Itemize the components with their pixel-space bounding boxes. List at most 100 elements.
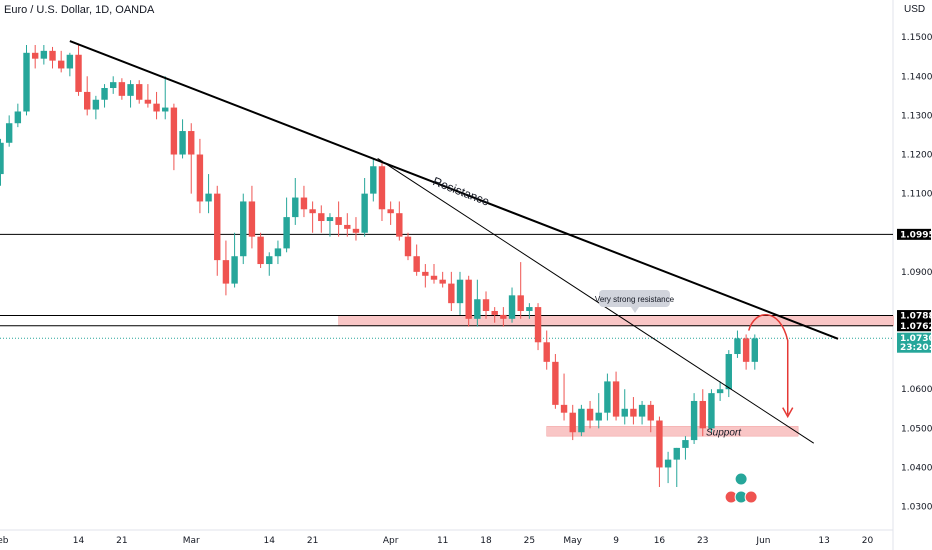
- candle-body[interactable]: [751, 338, 758, 362]
- candle-body[interactable]: [92, 99, 100, 110]
- candle-body[interactable]: [621, 408, 628, 417]
- candle-body[interactable]: [656, 420, 663, 468]
- candle-body[interactable]: [474, 299, 481, 319]
- candle-body[interactable]: [110, 82, 117, 89]
- candle-body[interactable]: [647, 404, 654, 421]
- candle-body[interactable]: [604, 381, 611, 413]
- candle-body[interactable]: [49, 50, 56, 61]
- candle-body[interactable]: [214, 193, 221, 261]
- candle-body[interactable]: [586, 408, 594, 421]
- candle-body[interactable]: [205, 193, 212, 202]
- candle-body[interactable]: [292, 197, 299, 218]
- candle-body[interactable]: [300, 197, 308, 210]
- event-flag-icon[interactable]: [744, 490, 758, 504]
- candle-body[interactable]: [578, 408, 585, 433]
- candle-body[interactable]: [127, 84, 134, 96]
- candle-body[interactable]: [534, 307, 542, 343]
- candle-body[interactable]: [465, 279, 472, 319]
- candle-body[interactable]: [274, 248, 282, 257]
- candle-body[interactable]: [439, 279, 446, 284]
- y-tick-label: 1.11000: [901, 190, 932, 200]
- price-tag-1-bg: [897, 228, 931, 240]
- candle-body[interactable]: [14, 111, 22, 124]
- candle-body[interactable]: [162, 107, 169, 112]
- candle-body[interactable]: [188, 131, 195, 155]
- candle-body[interactable]: [404, 236, 412, 257]
- candle-body[interactable]: [222, 260, 230, 284]
- candle-body[interactable]: [118, 82, 126, 96]
- candle-body[interactable]: [552, 361, 559, 405]
- candle-body[interactable]: [612, 381, 620, 417]
- candle-body[interactable]: [344, 224, 351, 229]
- candle-body[interactable]: [682, 440, 689, 448]
- candle-body[interactable]: [456, 279, 464, 304]
- candle-body[interactable]: [638, 404, 646, 417]
- candle-body[interactable]: [309, 209, 316, 214]
- candle-body[interactable]: [361, 193, 368, 233]
- candle-body[interactable]: [664, 459, 672, 468]
- x-tick-label: Mar: [183, 536, 200, 546]
- candle-body[interactable]: [231, 256, 238, 284]
- inner-trendline[interactable]: [377, 158, 815, 444]
- candle-body[interactable]: [630, 408, 637, 417]
- candle-body[interactable]: [170, 107, 178, 155]
- candle-body[interactable]: [378, 166, 386, 210]
- candle-body[interactable]: [708, 393, 715, 429]
- candle-body[interactable]: [352, 228, 360, 233]
- candle-body[interactable]: [266, 256, 273, 265]
- candle-body[interactable]: [560, 404, 568, 413]
- candle-body[interactable]: [422, 271, 429, 276]
- candle-body[interactable]: [335, 217, 342, 225]
- candle-body[interactable]: [690, 400, 698, 441]
- candle-body[interactable]: [179, 131, 186, 155]
- candle-body[interactable]: [569, 412, 576, 433]
- candle-body[interactable]: [543, 342, 550, 362]
- candle-body[interactable]: [491, 310, 498, 315]
- candle-body[interactable]: [699, 400, 706, 429]
- candle-body[interactable]: [248, 201, 256, 237]
- event-marker-icon[interactable]: [734, 472, 748, 486]
- candle-body[interactable]: [240, 201, 247, 257]
- candle-body[interactable]: [725, 354, 732, 390]
- candle-body[interactable]: [508, 295, 516, 319]
- forecast-arrow[interactable]: [747, 314, 789, 415]
- candle-body[interactable]: [101, 88, 108, 100]
- x-tick-label: Feb: [0, 536, 9, 546]
- candle-body[interactable]: [144, 99, 152, 104]
- candle-body[interactable]: [370, 166, 377, 194]
- resistance-zone: [338, 315, 894, 327]
- candle-body[interactable]: [257, 236, 264, 265]
- candle-body[interactable]: [84, 91, 91, 110]
- candle-body[interactable]: [31, 52, 39, 59]
- candle-body[interactable]: [482, 299, 490, 311]
- candle-body[interactable]: [517, 295, 524, 311]
- candle-body[interactable]: [716, 389, 724, 394]
- candle-body[interactable]: [526, 307, 533, 311]
- candle-body[interactable]: [413, 256, 420, 272]
- candle-body[interactable]: [136, 84, 143, 100]
- candle-body[interactable]: [448, 283, 455, 304]
- candle-body[interactable]: [0, 142, 4, 175]
- candle-body[interactable]: [387, 209, 394, 214]
- candle-body[interactable]: [742, 338, 750, 362]
- candle-body[interactable]: [283, 217, 290, 249]
- x-tick-label: 21: [116, 536, 127, 546]
- candle-body[interactable]: [57, 60, 65, 69]
- resistance-trendline[interactable]: [69, 40, 839, 340]
- candle-body[interactable]: [75, 54, 82, 92]
- candle-body[interactable]: [595, 412, 602, 421]
- candle-body[interactable]: [734, 338, 741, 355]
- candle-body[interactable]: [66, 54, 74, 69]
- candle-body[interactable]: [430, 275, 438, 280]
- candle-body[interactable]: [326, 217, 334, 222]
- candle-body[interactable]: [673, 447, 680, 460]
- candle-body[interactable]: [40, 50, 48, 59]
- candle-body[interactable]: [318, 213, 325, 222]
- candle-body[interactable]: [196, 154, 204, 202]
- candle-body[interactable]: [23, 52, 30, 112]
- candle-body[interactable]: [5, 123, 13, 143]
- candle-body[interactable]: [396, 213, 403, 237]
- candle-body[interactable]: [500, 314, 507, 319]
- candle-body[interactable]: [153, 103, 160, 112]
